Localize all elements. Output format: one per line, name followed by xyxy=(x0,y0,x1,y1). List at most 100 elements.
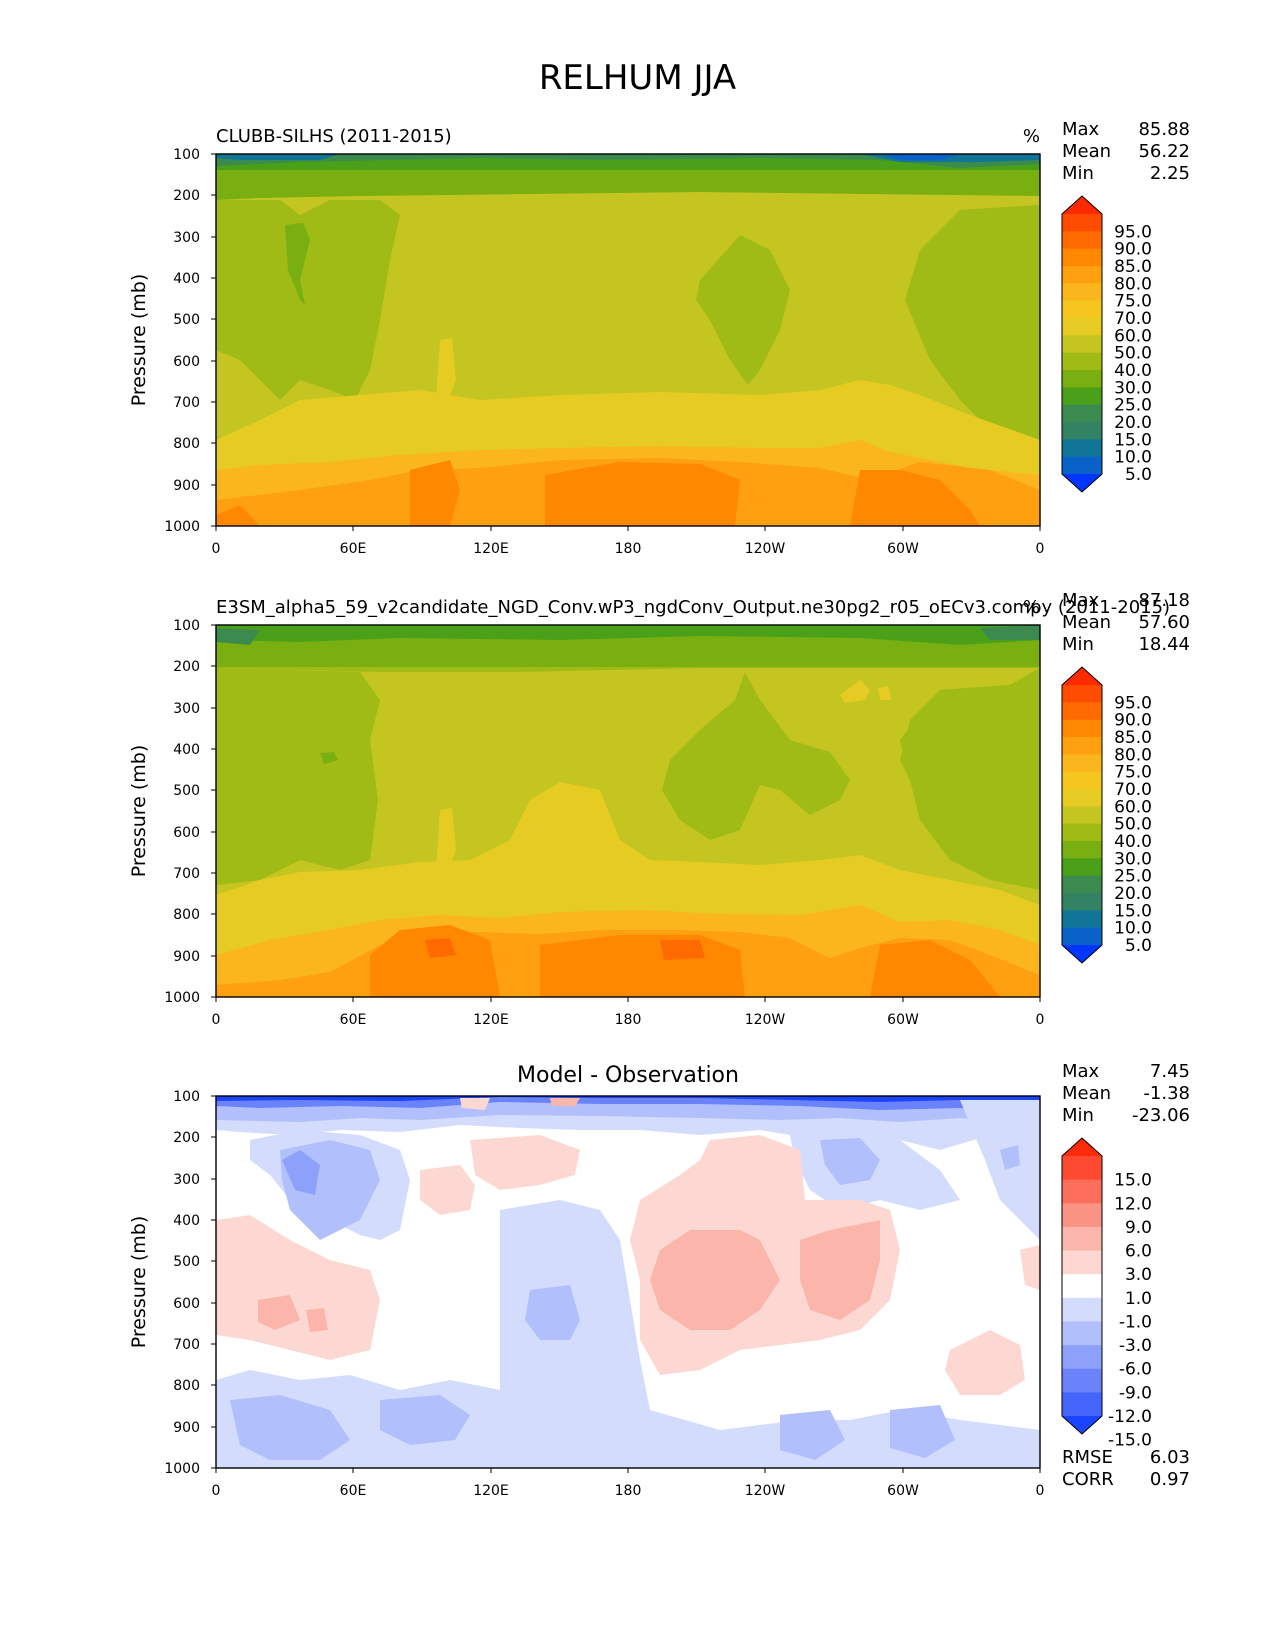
colorbar-segment xyxy=(1062,266,1102,284)
colorbar-extend-bottom xyxy=(1062,945,1102,963)
colorbar-tick-label: 85.0 xyxy=(1114,728,1152,748)
stats-block: Max 7.45 Mean -1.38 Min -23.06 xyxy=(1062,1061,1190,1126)
field-region xyxy=(216,200,310,400)
y-axis: 100 200 300 400 500 600 700 800 900 1000 xyxy=(164,1089,216,1477)
field-region xyxy=(216,505,260,526)
colorbar-tick-label: 15.0 xyxy=(1114,430,1152,450)
colorbar-segment xyxy=(1062,719,1102,738)
colorbar-segment xyxy=(1062,1156,1102,1181)
field-region xyxy=(945,1330,1025,1395)
colorbar-tick-label: -12.0 xyxy=(1108,1407,1152,1427)
colorbar-extend-bottom xyxy=(1062,474,1102,492)
colorbar-tick-label: 5.0 xyxy=(1125,465,1152,485)
colorbar-segment xyxy=(1062,404,1102,423)
x-tick-label: 0 xyxy=(212,1483,221,1499)
y-tick-label: 600 xyxy=(173,1296,200,1312)
y-tick-label: 100 xyxy=(173,147,200,163)
field-region xyxy=(216,1096,1040,1102)
stat-label: Mean xyxy=(1062,1083,1111,1104)
x-axis: 0 60E 120E 180 120W 60W 0 xyxy=(212,526,1045,557)
x-tick-label: 180 xyxy=(615,1012,642,1028)
colorbar-segment xyxy=(1062,823,1102,842)
x-axis: 0 60E 120E 180 120W 60W 0 xyxy=(212,1468,1044,1499)
y-tick-label: 300 xyxy=(173,230,200,246)
field-region xyxy=(282,1150,320,1195)
y-tick-label: 1000 xyxy=(164,519,200,535)
stat-value: 6.03 xyxy=(1150,1447,1190,1468)
colorbar-extend-top xyxy=(1062,1138,1102,1156)
y-tick-label: 400 xyxy=(173,742,200,758)
x-tick-label: 120E xyxy=(473,1483,509,1499)
stat-label: Max xyxy=(1062,1061,1100,1082)
field-region xyxy=(380,1395,470,1445)
colorbar-tick-label: -1.0 xyxy=(1119,1312,1152,1332)
field-region xyxy=(980,625,1040,640)
colorbar-segment xyxy=(1062,702,1102,721)
colorbar-extend-top xyxy=(1062,196,1102,214)
field-region xyxy=(216,668,380,885)
stat-value: 0.97 xyxy=(1150,1469,1190,1490)
y-tick-label: 900 xyxy=(173,949,200,965)
field-region xyxy=(370,925,500,997)
panel-difference: Model - Observation xyxy=(128,1061,1190,1499)
colorbar-segment xyxy=(1062,875,1102,894)
colorbar-tick-label: -6.0 xyxy=(1119,1360,1152,1380)
colorbar-segment xyxy=(1062,893,1102,911)
y-axis: 100 200 300 400 500 600 700 800 900 1000 xyxy=(164,147,216,535)
y-tick-label: 300 xyxy=(173,701,200,717)
x-tick-label: 60W xyxy=(887,1483,919,1499)
colorbar-segment xyxy=(1062,1321,1102,1346)
colorbar-tick-label: 30.0 xyxy=(1114,849,1152,869)
stat-value: 2.25 xyxy=(1150,163,1190,184)
stat-label: Mean xyxy=(1062,141,1111,162)
stat-label: Max xyxy=(1062,119,1100,140)
colorbar-tick-label: 80.0 xyxy=(1114,745,1152,765)
colorbar-segment xyxy=(1062,231,1102,250)
colorbar-segment xyxy=(1062,1368,1102,1393)
colorbar-segment xyxy=(1062,456,1102,475)
stat-value: 56.22 xyxy=(1138,141,1190,162)
y-axis-label: Pressure (mb) xyxy=(128,1216,150,1349)
field-region xyxy=(660,940,705,960)
colorbar-outline xyxy=(1061,1137,1103,1435)
colorbar-tick-label: 90.0 xyxy=(1114,240,1152,260)
x-tick-label: 180 xyxy=(615,1483,642,1499)
x-tick-label: 120E xyxy=(473,541,509,557)
stat-value: -1.38 xyxy=(1143,1083,1190,1104)
colorbar-tick-label: 15.0 xyxy=(1114,901,1152,921)
y-axis: 100 200 300 400 500 600 700 800 900 1000 xyxy=(164,618,216,1006)
colorbar-segment xyxy=(1062,806,1102,825)
colorbar-tick-label: 90.0 xyxy=(1114,711,1152,731)
colorbar-segment xyxy=(1062,283,1102,302)
colorbar-segment xyxy=(1062,789,1102,807)
y-tick-label: 500 xyxy=(173,312,200,328)
colorbar-tick-label: 9.0 xyxy=(1125,1218,1152,1238)
field-region xyxy=(258,1295,300,1330)
colorbar-tick-label: 10.0 xyxy=(1114,448,1152,468)
stat-label: CORR xyxy=(1062,1469,1114,1490)
y-tick-label: 900 xyxy=(173,478,200,494)
y-tick-label: 600 xyxy=(173,354,200,370)
colorbar-tick-label: 20.0 xyxy=(1114,413,1152,433)
colorbar-segment xyxy=(1062,1179,1102,1204)
units-label: % xyxy=(1023,126,1040,147)
stat-value: 87.18 xyxy=(1138,590,1190,611)
colorbar-segment xyxy=(1062,1297,1102,1322)
x-tick-label: 0 xyxy=(1036,541,1045,557)
field-region xyxy=(545,462,740,526)
y-tick-label: 200 xyxy=(173,659,200,675)
stats-block: Max 85.88 Mean 56.22 Min 2.25 xyxy=(1062,119,1190,184)
colorbar-segment xyxy=(1062,422,1102,440)
panel-observation: CLUBB-SILHS (2011-2015) % xyxy=(128,119,1190,557)
colorbar-tick-label: 75.0 xyxy=(1114,292,1152,312)
y-axis-label: Pressure (mb) xyxy=(128,274,150,407)
field-region xyxy=(436,808,456,870)
field-region xyxy=(470,1135,580,1190)
colorbar-segment xyxy=(1062,370,1102,388)
field-region xyxy=(900,668,1040,890)
colorbar: 95.090.085.080.075.070.060.050.040.030.0… xyxy=(1061,195,1152,493)
field-region xyxy=(300,200,400,400)
y-tick-label: 700 xyxy=(173,866,200,882)
colorbar-segment xyxy=(1062,248,1102,267)
x-tick-label: 60E xyxy=(340,1483,367,1499)
